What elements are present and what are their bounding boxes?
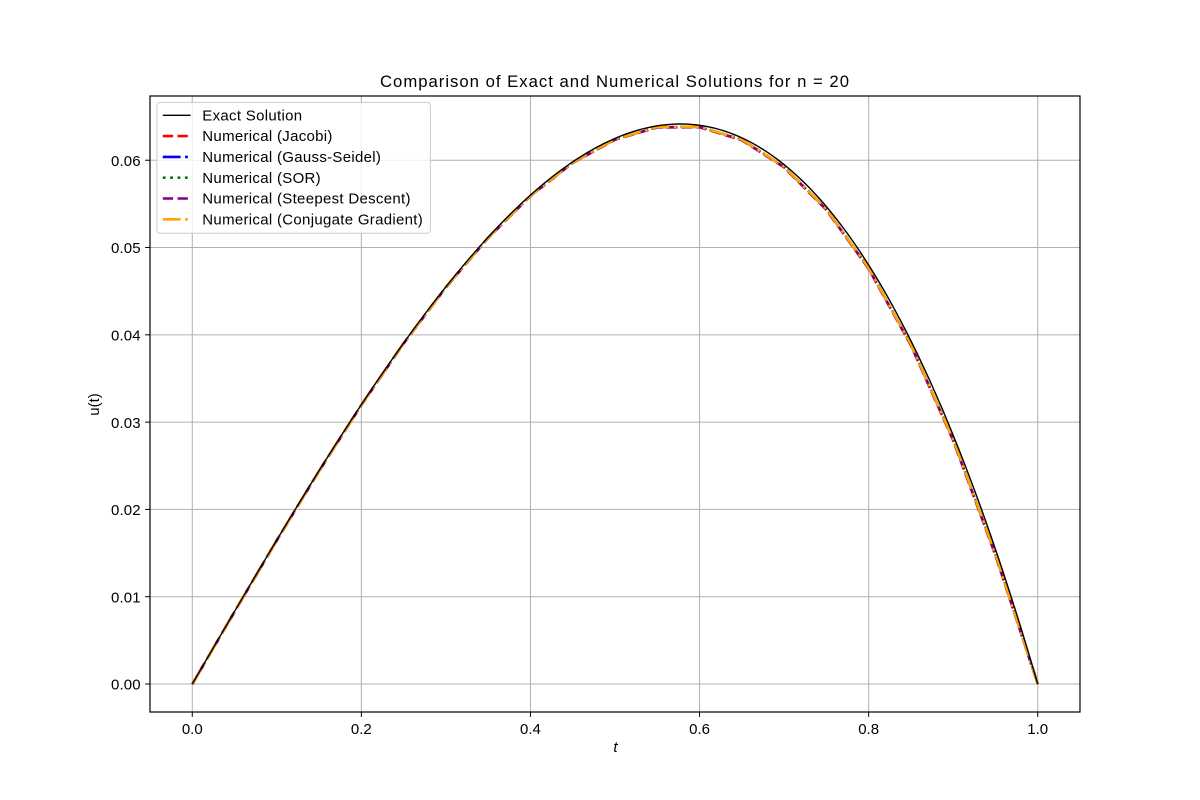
svg-text:0.0: 0.0 bbox=[182, 721, 203, 738]
svg-text:0.6: 0.6 bbox=[689, 721, 710, 738]
svg-text:1.0: 1.0 bbox=[1027, 721, 1048, 738]
svg-text:0.05: 0.05 bbox=[111, 240, 141, 257]
svg-text:Numerical (SOR): Numerical (SOR) bbox=[202, 170, 321, 187]
svg-text:0.01: 0.01 bbox=[111, 589, 141, 606]
svg-text:Numerical (Gauss-Seidel): Numerical (Gauss-Seidel) bbox=[202, 149, 381, 166]
svg-text:0.4: 0.4 bbox=[520, 721, 541, 738]
svg-text:0.03: 0.03 bbox=[111, 415, 141, 432]
svg-text:Numerical (Conjugate Gradient): Numerical (Conjugate Gradient) bbox=[202, 211, 423, 228]
svg-text:Numerical (Steepest Descent): Numerical (Steepest Descent) bbox=[202, 191, 410, 208]
svg-text:0.04: 0.04 bbox=[111, 328, 141, 345]
svg-text:0.06: 0.06 bbox=[111, 153, 141, 170]
svg-text:u(t): u(t) bbox=[86, 393, 103, 416]
svg-text:Numerical (Jacobi): Numerical (Jacobi) bbox=[202, 128, 332, 145]
svg-text:0.8: 0.8 bbox=[858, 721, 879, 738]
svg-text:Comparison of Exact and Numeri: Comparison of Exact and Numerical Soluti… bbox=[380, 72, 850, 91]
svg-text:t: t bbox=[613, 739, 618, 756]
svg-text:0.02: 0.02 bbox=[111, 502, 141, 519]
svg-text:0.00: 0.00 bbox=[111, 677, 141, 694]
svg-text:0.2: 0.2 bbox=[351, 721, 372, 738]
svg-text:Exact Solution: Exact Solution bbox=[202, 107, 302, 124]
